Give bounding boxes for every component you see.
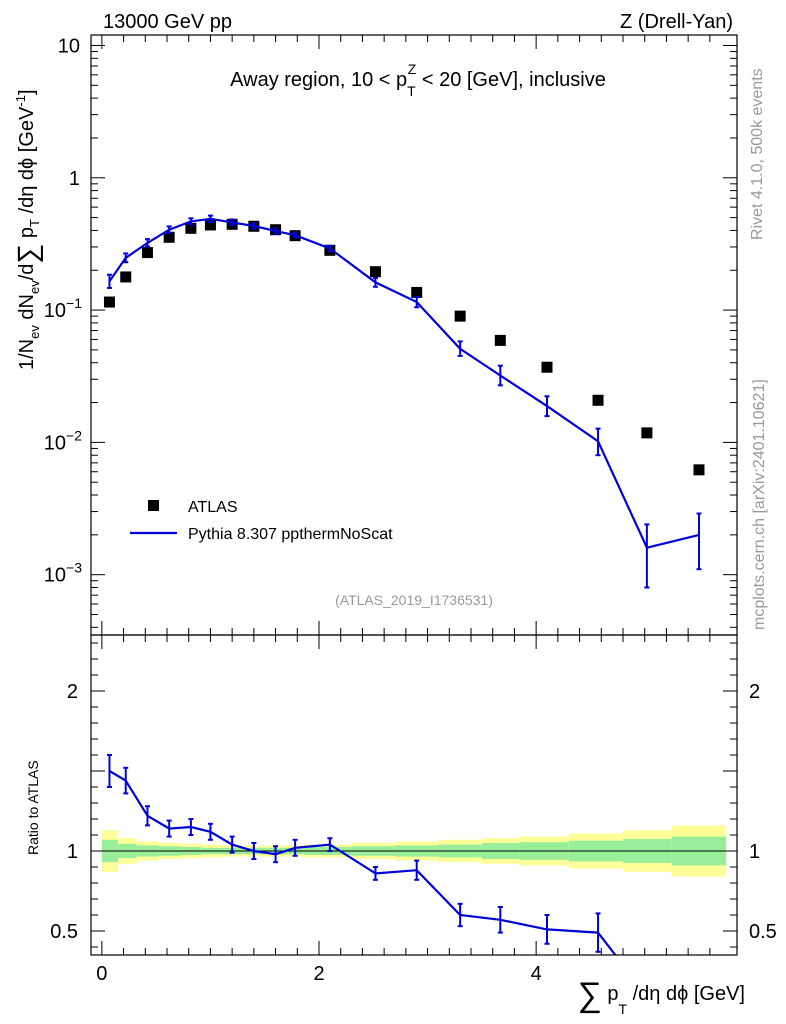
main-y-tick-label-base: 10 <box>44 432 66 454</box>
main-y-tick-label-exp: −1 <box>66 295 82 311</box>
ratio-x-axis-label: ∑ pT /dη dϕ [GeV] <box>578 976 745 1017</box>
atlas-data-point <box>120 271 132 283</box>
ylabel-part-6: ] <box>16 89 38 95</box>
atlas-data-point <box>103 296 115 308</box>
legend-atlas-marker <box>148 500 159 511</box>
legend-atlas-label: ATLAS <box>188 499 238 516</box>
main-y-tick-label-exp: −2 <box>66 427 82 443</box>
main-y-tick-label: 10 <box>58 35 80 57</box>
main-y-tick-label-base: 10 <box>44 300 66 322</box>
main-y-tick-label: 1 <box>69 168 80 190</box>
mcplots-credit-text: mcplots.cern.ch [arXiv:2401.10621] <box>751 379 768 630</box>
main-plot-frame <box>90 34 738 636</box>
atlas-data-point <box>454 310 466 322</box>
ylabel-sub-2: ev <box>27 280 42 294</box>
ratio-y-tick-label-right: 1 <box>749 841 760 863</box>
atlas-data-point <box>641 427 653 439</box>
title-text-post: < 20 [GeV], inclusive <box>416 69 606 91</box>
main-y-tick-label-exp: −3 <box>66 560 82 576</box>
ylabel-part-3: /d <box>16 264 38 281</box>
legend-pythia-label: Pythia 8.307 ppthermNoScat <box>188 526 393 543</box>
ratio-panel: 0.5 0.5 1 1 2 2 0 2 4 Ratio to ATLAS ∑ pT /dη dϕ… <box>25 634 777 1017</box>
ylabel-part-1: 1/N <box>16 339 38 370</box>
ratio-y-tick-label: 2 <box>67 681 78 703</box>
main-y-tick-label: 10−3 <box>44 560 82 587</box>
ylabel-sum-symbol: ∑ <box>12 244 43 264</box>
ratio-pythia-line <box>108 770 617 955</box>
atlas-data-point <box>369 266 381 278</box>
ratio-plot-frame <box>90 634 738 956</box>
atlas-data-point <box>204 219 216 231</box>
main-y-tick-label-base: 10 <box>44 565 66 587</box>
title-sub-t: T <box>407 83 416 99</box>
main-y-tick-label: 10−1 <box>44 295 82 322</box>
atlas-data-point <box>693 464 705 476</box>
ratio-y-tick-label: 1 <box>67 841 78 863</box>
atlas-data-point <box>494 334 506 346</box>
atlas-data-point <box>141 247 153 259</box>
ylabel-sub-4: T <box>27 219 42 227</box>
main-y-axis-label: 1/Nev dNev/d∑ pT /dη dϕ [GeV-1] <box>12 89 43 370</box>
xlabel-sum-symbol: ∑ <box>578 976 602 1014</box>
ratio-y-axis-label: Ratio to ATLAS <box>25 760 41 855</box>
ylabel-sub-1: ev <box>27 325 42 339</box>
ratio-y-tick-label-right: 2 <box>749 681 760 703</box>
ylabel-part-4: p <box>16 227 38 244</box>
ratio-x-tick-label: 0 <box>96 963 107 985</box>
ylabel-sup-5: -1 <box>13 95 28 107</box>
ylabel-part-5: /dη dϕ [GeV <box>16 106 38 219</box>
header-left-title: 13000 GeV pp <box>103 11 232 33</box>
ratio-x-tick-label: 2 <box>313 963 324 985</box>
rivet-version-text: Rivet 4.1.0, 500k events <box>749 68 766 240</box>
atlas-data-point <box>592 394 604 406</box>
main-plot-title: Away region, 10 < pTZ < 20 [GeV], inclus… <box>230 61 606 99</box>
atlas-data-point <box>541 361 553 373</box>
xlabel-part-p: p <box>602 983 619 1005</box>
ylabel-part-2: dN <box>16 294 38 325</box>
xlabel-sub-t: T <box>619 1001 628 1017</box>
ratio-y-tick-label-right: 0.5 <box>749 921 777 943</box>
analysis-tag: (ATLAS_2019_I1736531) <box>335 592 493 608</box>
atlas-data-point <box>185 222 197 234</box>
ratio-x-tick-label: 4 <box>531 963 542 985</box>
main-y-tick-label: 10−2 <box>44 427 82 454</box>
title-sup-z: Z <box>408 61 417 77</box>
atlas-data-point <box>163 231 175 243</box>
xlabel-part-post: /dη dϕ [GeV] <box>627 983 745 1005</box>
ratio-y-tick-label: 0.5 <box>50 921 78 943</box>
atlas-data-point <box>411 286 423 298</box>
header-right-title: Z (Drell-Yan) <box>620 11 733 33</box>
legend: ATLAS Pythia 8.307 ppthermNoScat <box>130 499 393 543</box>
title-text-pre: Away region, 10 < p <box>230 69 407 91</box>
